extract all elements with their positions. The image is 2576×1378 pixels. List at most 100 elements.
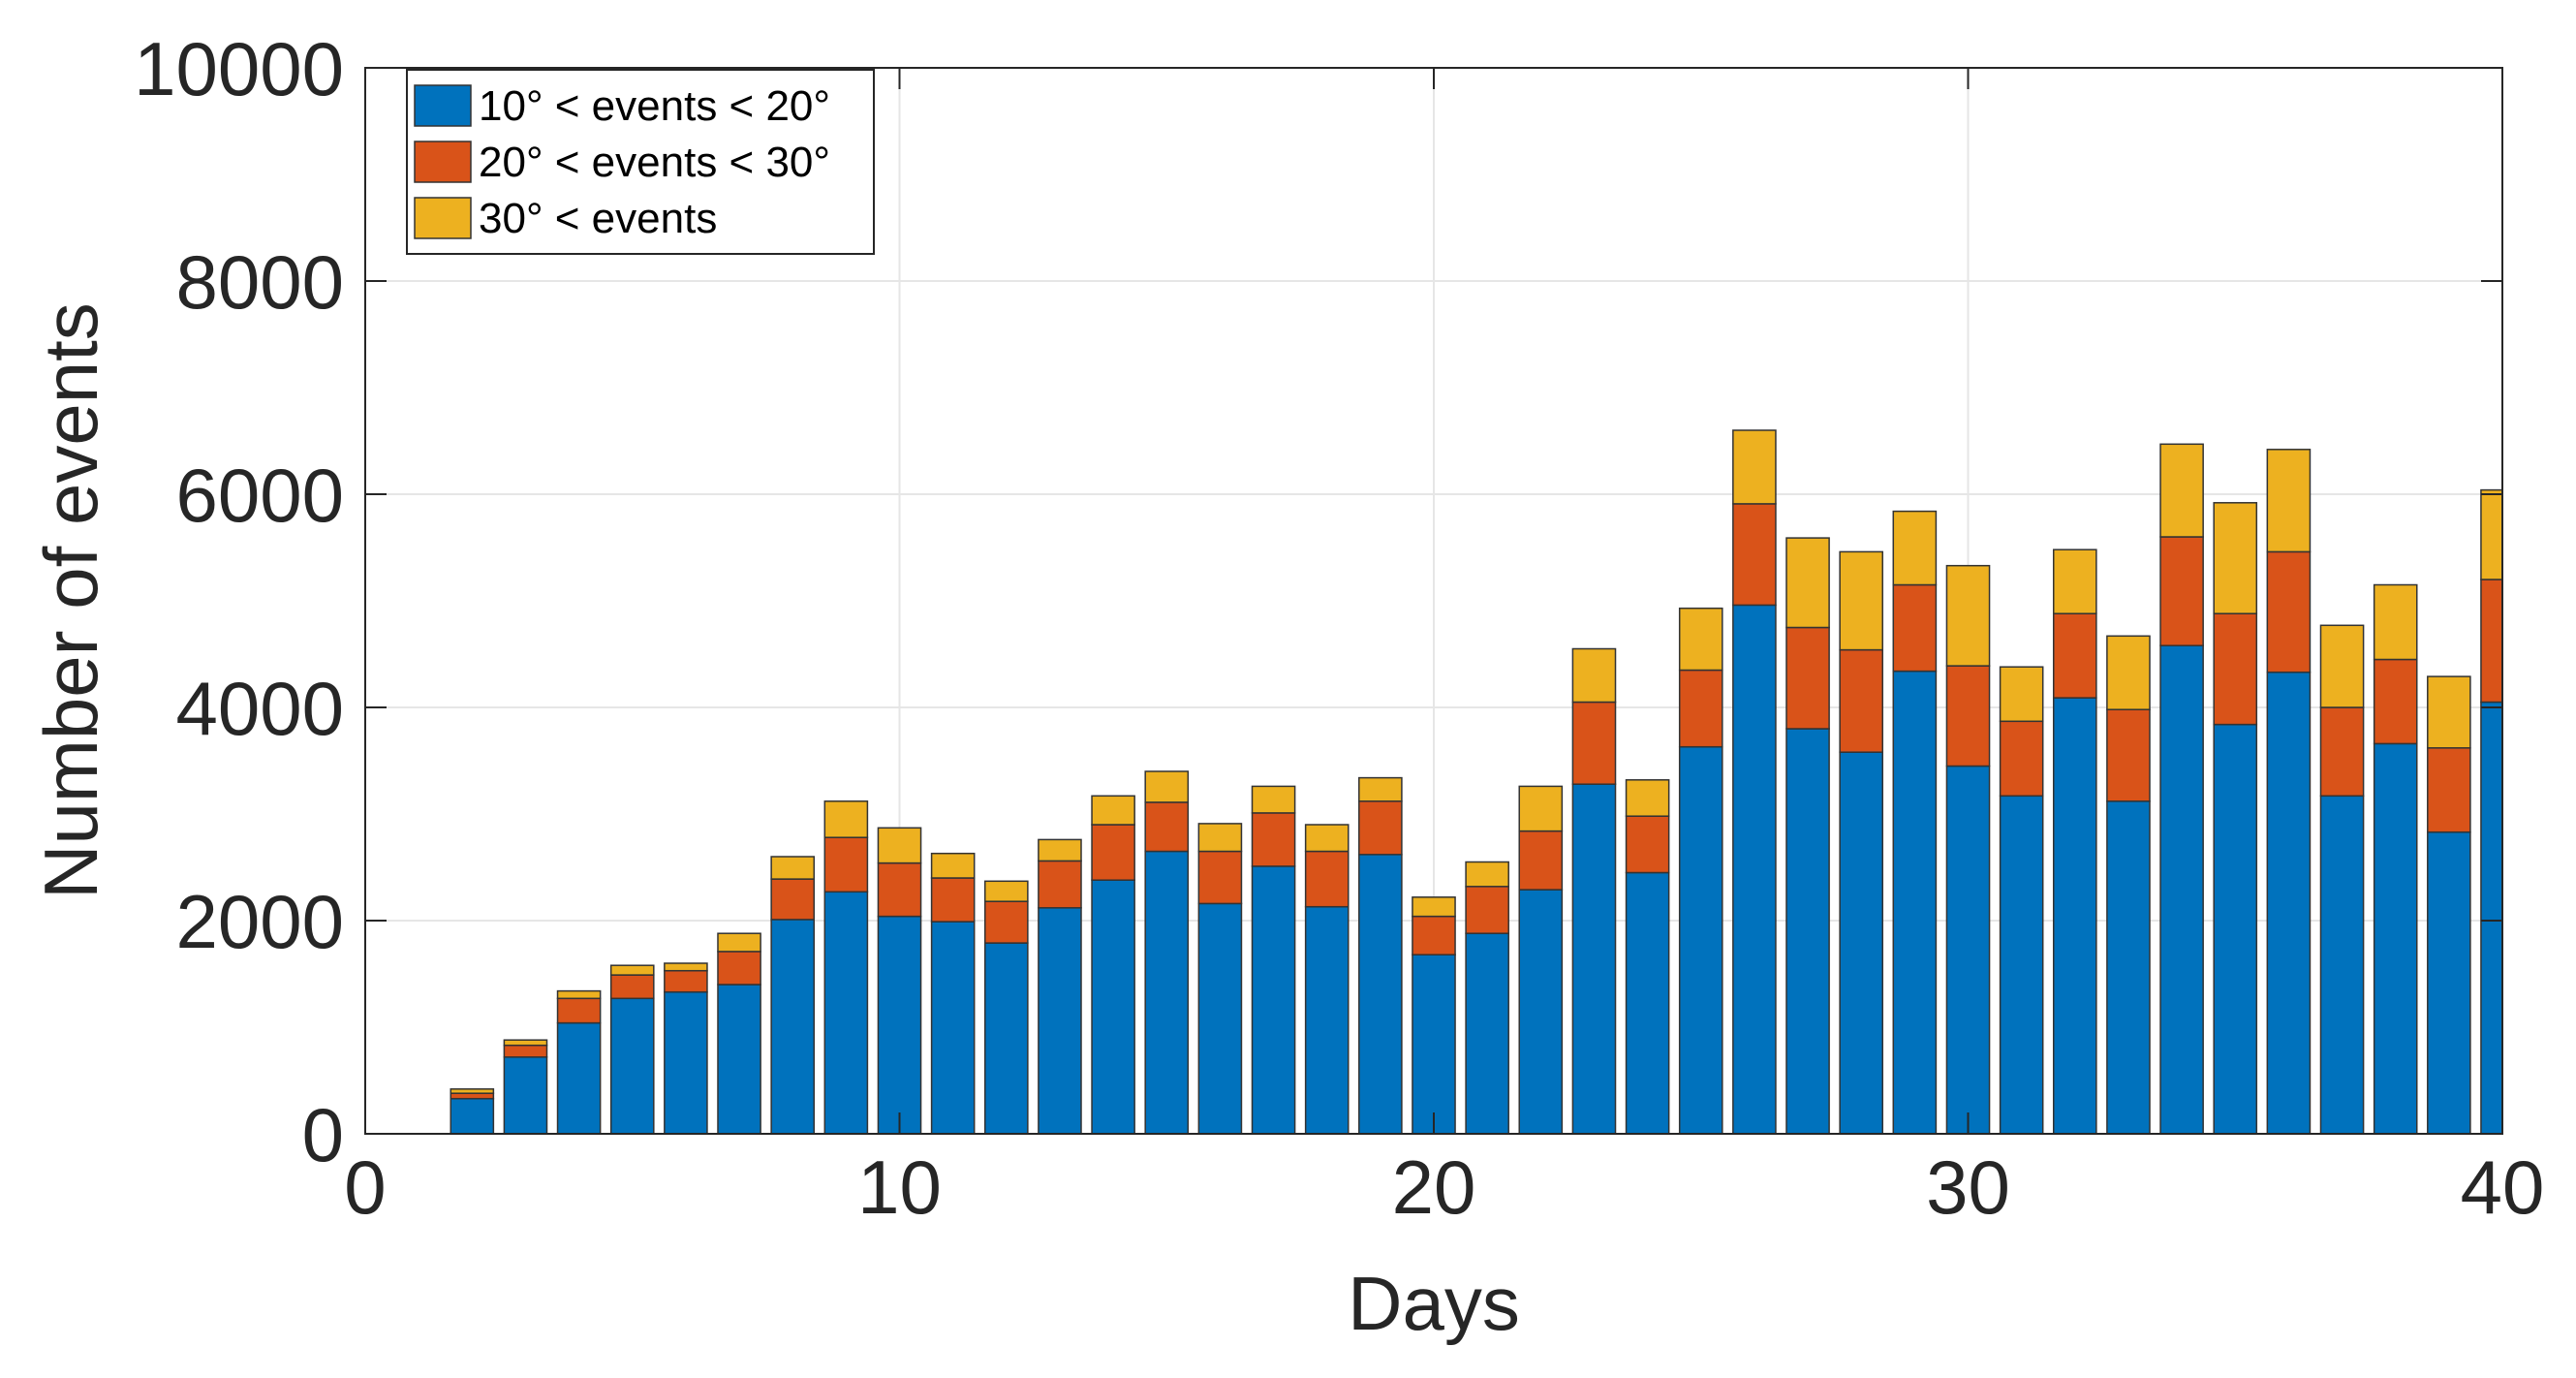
bar-segment-series-3	[2106, 635, 2151, 710]
legend-label-series-2: 20° < events < 30°	[479, 139, 830, 186]
axis-ticks: 0 10 20 30 40 0 2000 4000 6000 8000 10000	[134, 26, 2544, 1230]
bar-segment-series-2	[1358, 800, 1403, 856]
x-tick-label: 20	[1392, 1144, 1476, 1230]
y-tick-label: 2000	[175, 879, 344, 964]
bar-segment-series-1	[1678, 745, 1723, 1135]
bar-segment-series-3	[770, 856, 816, 880]
bar-segment-series-2	[1412, 915, 1456, 955]
bar-segment-series-3	[983, 880, 1029, 902]
bar-segment-series-1	[2266, 671, 2312, 1135]
bar-segment-series-1	[823, 891, 869, 1135]
bar-segment-series-2	[717, 951, 761, 986]
bar-segment-series-3	[2266, 449, 2312, 553]
bar-segment-series-1	[2319, 795, 2365, 1135]
x-tick-label: 30	[1926, 1144, 2010, 1230]
bar-segment-series-1	[2106, 800, 2151, 1135]
bar-segment-series-1	[450, 1097, 495, 1135]
x-tick-label: 0	[344, 1144, 386, 1230]
bar-segment-series-3	[2052, 548, 2097, 614]
bar-segment-series-1	[877, 915, 922, 1135]
bar-segment-series-2	[2427, 747, 2471, 833]
bar-segment-series-3	[1892, 510, 1938, 586]
bar-segment-series-3	[1358, 776, 1403, 802]
bar-segment-series-3	[1412, 896, 1456, 918]
bar-segment-series-2	[1785, 626, 1830, 730]
bar-segment-series-3	[1197, 823, 1243, 853]
bar-segment-series-1	[1892, 670, 1938, 1135]
bar-segment-series-3	[2319, 624, 2365, 708]
bar-segment-series-3	[2159, 443, 2204, 538]
bar-segment-series-2	[770, 878, 816, 921]
bar-segment-series-2	[983, 900, 1029, 944]
bar-segment-series-3	[2213, 502, 2258, 614]
bar-segment-series-2	[2373, 658, 2418, 745]
bar-segment-series-1	[1465, 932, 1509, 1135]
bar-segment-series-3	[1144, 770, 1190, 803]
bar-segment-series-3	[1999, 666, 2044, 723]
bar-segment-series-1	[1197, 902, 1243, 1135]
bar-segment-series-2	[1091, 824, 1135, 881]
legend: 10° < events < 20° 20° < events < 30° 30° …	[406, 69, 875, 255]
bar-segment-series-2	[1732, 503, 1777, 607]
y-tick-label: 10000	[134, 26, 344, 111]
bar-segment-series-3	[664, 962, 708, 972]
bar-segment-series-2	[2480, 579, 2503, 704]
bar-segment-series-3	[2373, 583, 2418, 661]
legend-box	[406, 69, 875, 255]
y-axis-label: Number of events	[28, 302, 113, 899]
bar-segment-series-1	[2427, 830, 2471, 1135]
bar-segment-series-2	[1251, 812, 1296, 867]
bar-segment-series-3	[1945, 564, 1991, 667]
bar-segment-series-1	[1518, 889, 1564, 1135]
bars	[450, 429, 2503, 1135]
bar-segment-series-1	[1999, 795, 2044, 1135]
bar-segment-series-2	[1465, 886, 1509, 934]
bar-segment-series-1	[1038, 907, 1082, 1135]
bar-segment-series-1	[1839, 751, 1884, 1135]
bar-segment-series-2	[450, 1092, 495, 1100]
bar-segment-series-1	[1571, 783, 1617, 1135]
bar-segment-series-2	[1518, 830, 1564, 891]
bar-segment-series-2	[1571, 701, 1617, 785]
legend-label-series-1: 10° < events < 20°	[479, 82, 830, 130]
bar-segment-series-3	[1518, 785, 1564, 832]
y-tick-label: 6000	[175, 453, 344, 538]
bar-segment-series-1	[1144, 850, 1190, 1135]
bar-segment-series-2	[1038, 860, 1082, 909]
bar-segment-series-3	[609, 964, 655, 976]
x-tick-label: 10	[857, 1144, 942, 1230]
bar-segment-series-3	[1678, 607, 1723, 672]
bar-segment-series-3	[1038, 838, 1082, 862]
bar-segment-series-2	[1144, 801, 1190, 853]
bar-segment-series-2	[1197, 850, 1243, 905]
bar-segment-series-3	[717, 932, 761, 953]
bar-segment-series-1	[556, 1021, 602, 1135]
legend-swatch-series-2	[414, 141, 472, 183]
bar-segment-series-1	[2373, 742, 2418, 1135]
bar-segment-series-1	[1785, 728, 1830, 1135]
bar-segment-series-1	[983, 942, 1029, 1135]
y-tick-label: 4000	[175, 666, 344, 751]
bar-segment-series-3	[556, 989, 602, 1000]
bar-segment-series-1	[930, 921, 976, 1135]
bar-segment-series-2	[2213, 612, 2258, 726]
bar-segment-series-2	[1945, 665, 1991, 767]
bar-segment-series-1	[1358, 854, 1403, 1135]
legend-swatch-series-1	[414, 84, 472, 127]
bar-segment-series-2	[2106, 708, 2151, 802]
bar-segment-series-1	[1251, 865, 1296, 1135]
bar-segment-series-3	[1091, 795, 1135, 826]
bar-segment-series-3	[503, 1039, 548, 1047]
bar-segment-series-2	[2319, 706, 2365, 798]
bar-segment-series-3	[1465, 861, 1509, 888]
bar-segment-series-3	[877, 827, 922, 864]
bar-segment-series-3	[2480, 488, 2503, 580]
bar-segment-series-2	[1839, 648, 1884, 753]
bar-segment-series-2	[609, 974, 655, 1000]
bar-segment-series-2	[1625, 815, 1670, 874]
bar-segment-series-3	[823, 800, 869, 838]
bar-segment-series-1	[1091, 879, 1135, 1135]
bar-segment-series-1	[1945, 765, 1991, 1135]
bar-segment-series-2	[877, 861, 922, 918]
bar-segment-series-3	[1625, 779, 1670, 817]
